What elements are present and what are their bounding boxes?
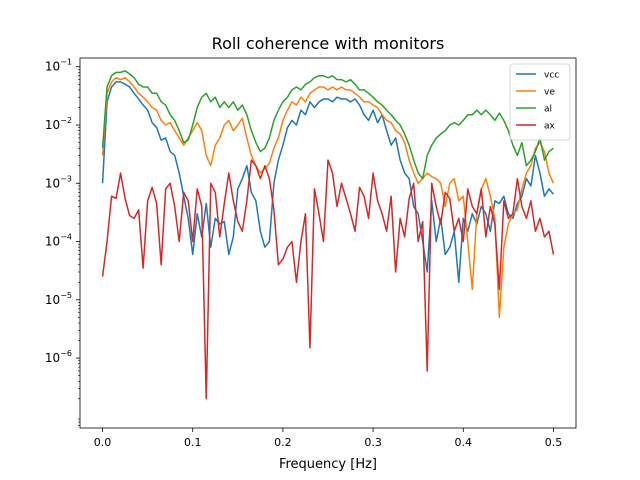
x-tick-label: 0.0 <box>94 436 112 449</box>
y-tick-base: 10 <box>45 235 60 249</box>
y-tick-base: 10 <box>45 176 60 190</box>
y-tick-label: 10−6 <box>45 349 72 365</box>
y-tick-label: 10−1 <box>45 58 72 74</box>
plot-area: 0.0 0.1 0.2 0.3 0.4 0.5 10−610−510−410−310−21… <box>45 57 577 449</box>
series-line-vcc <box>101 81 555 284</box>
series-line-al <box>101 70 554 180</box>
y-tick-base: 10 <box>45 293 60 307</box>
x-axis-ticks: 0.0 0.1 0.2 0.3 0.4 0.5 <box>94 428 562 449</box>
y-tick-label: 10−4 <box>45 233 72 249</box>
y-tick-base: 10 <box>45 118 60 132</box>
legend-label-ve: ve <box>544 88 555 98</box>
legend-label-ax: ax <box>544 122 556 132</box>
series-layer <box>101 70 555 400</box>
axes-frame <box>79 57 577 429</box>
y-tick-label: 10−2 <box>45 116 72 132</box>
y-tick-label: 10−3 <box>45 174 72 190</box>
y-tick-exponent: −6 <box>60 349 72 358</box>
legend-box <box>509 63 571 141</box>
y-tick-exponent: −3 <box>60 174 72 183</box>
y-tick-exponent: −2 <box>60 116 72 125</box>
y-tick-label: 10−5 <box>45 291 72 307</box>
x-tick-label: 0.5 <box>545 436 563 449</box>
chart-title: Roll coherence with monitors <box>212 34 445 53</box>
legend: vcc ve al ax <box>509 63 571 141</box>
series-line-ax <box>101 159 555 400</box>
legend-label-vcc: vcc <box>544 71 559 81</box>
x-tick-label: 0.1 <box>184 436 202 449</box>
y-tick-base: 10 <box>45 60 60 74</box>
y-tick-base: 10 <box>45 351 60 365</box>
y-tick-exponent: −1 <box>60 58 72 67</box>
x-tick-label: 0.4 <box>455 436 473 449</box>
y-tick-exponent: −4 <box>60 233 72 242</box>
x-axis-label: Frequency [Hz] <box>279 457 377 472</box>
y-axis-ticks: 10−610−510−410−310−210−1 <box>45 58 80 426</box>
x-tick-label: 0.2 <box>274 436 292 449</box>
x-tick-label: 0.3 <box>364 436 382 449</box>
legend-label-al: al <box>544 105 552 115</box>
y-tick-exponent: −5 <box>60 291 72 300</box>
